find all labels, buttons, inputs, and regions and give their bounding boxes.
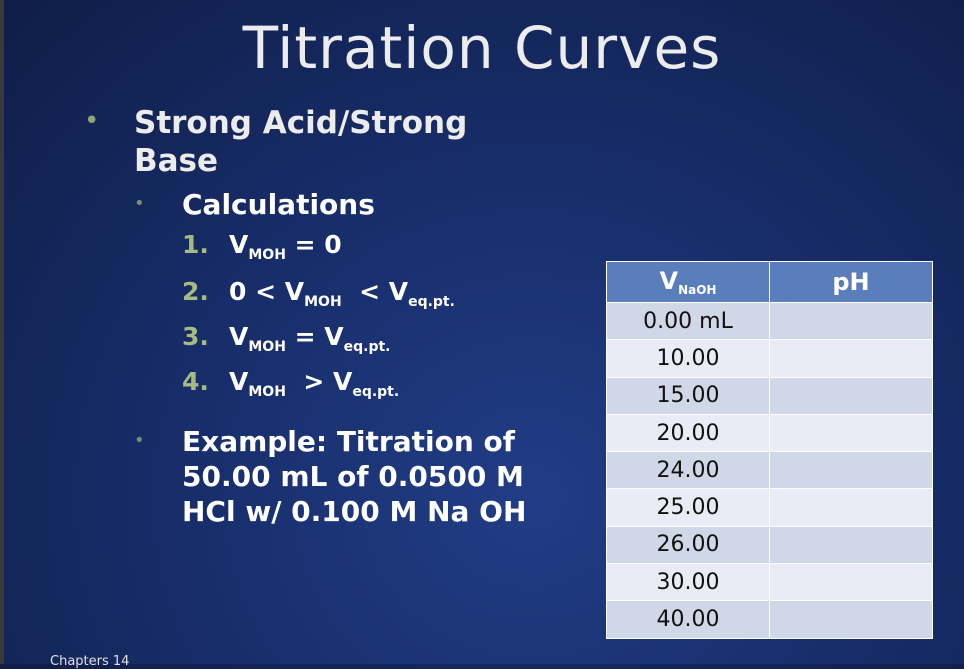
table-row: 40.00	[606, 600, 933, 639]
slide-footer: Chapters 14	[50, 654, 130, 669]
table-row: 20.00	[606, 413, 933, 453]
calc-item-1: 1. VMOH = 0	[182, 230, 342, 263]
item-number: 1.	[182, 230, 209, 259]
ph-cell	[769, 525, 933, 565]
ph-cell	[769, 339, 933, 378]
volume-cell: 26.00	[606, 525, 770, 565]
bullet-example: Example: Titration of 50.00 mL of 0.0500…	[182, 425, 527, 528]
ph-cell	[769, 600, 933, 639]
table-row: 25.00	[606, 488, 933, 527]
titration-table: VNaOH pH 0.00 mL 10.00 15.00 20.00 24.00…	[606, 261, 933, 639]
table-row: 15.00	[606, 376, 933, 415]
volume-cell: 40.00	[606, 600, 770, 639]
table-header-row: VNaOH pH	[606, 261, 933, 303]
item-number: 2.	[182, 277, 209, 306]
table-row: 0.00 mL	[606, 301, 933, 341]
table-row: 26.00	[606, 525, 933, 565]
slide-title: Titration Curves	[242, 14, 722, 82]
ph-cell	[769, 563, 933, 602]
item-number: 3.	[182, 322, 209, 351]
calc-item-4: 4. VMOH > Veq.pt.	[182, 367, 400, 400]
volume-cell: 25.00	[606, 488, 770, 527]
bullet-dot-2: •	[134, 193, 145, 214]
ph-cell	[769, 488, 933, 527]
volume-cell: 30.00	[606, 563, 770, 602]
table-row: 10.00	[606, 339, 933, 378]
ph-cell	[769, 376, 933, 415]
ph-cell	[769, 451, 933, 490]
header-ph: pH	[769, 261, 933, 303]
table-row: 30.00	[606, 563, 933, 602]
bullet-dot-1: •	[84, 106, 100, 136]
calc-item-2: 2. 0 < VMOH < Veq.pt.	[182, 277, 455, 310]
volume-cell: 0.00 mL	[606, 301, 770, 341]
table-row: 24.00	[606, 451, 933, 490]
header-v-naoh: VNaOH	[606, 261, 770, 303]
calc-item-3: 3. VMOH = Veq.pt.	[182, 322, 391, 355]
bullet-calculations: Calculations	[182, 188, 375, 221]
ph-cell	[769, 301, 933, 341]
volume-cell: 20.00	[606, 413, 770, 453]
slide-left-edge	[0, 0, 4, 664]
volume-cell: 24.00	[606, 451, 770, 490]
ph-cell	[769, 413, 933, 453]
volume-cell: 15.00	[606, 376, 770, 415]
bullet-dot-3: •	[134, 430, 145, 451]
item-number: 4.	[182, 367, 209, 396]
volume-cell: 10.00	[606, 339, 770, 378]
bullet-strong-acid-base: Strong Acid/Strong Base	[134, 105, 468, 179]
